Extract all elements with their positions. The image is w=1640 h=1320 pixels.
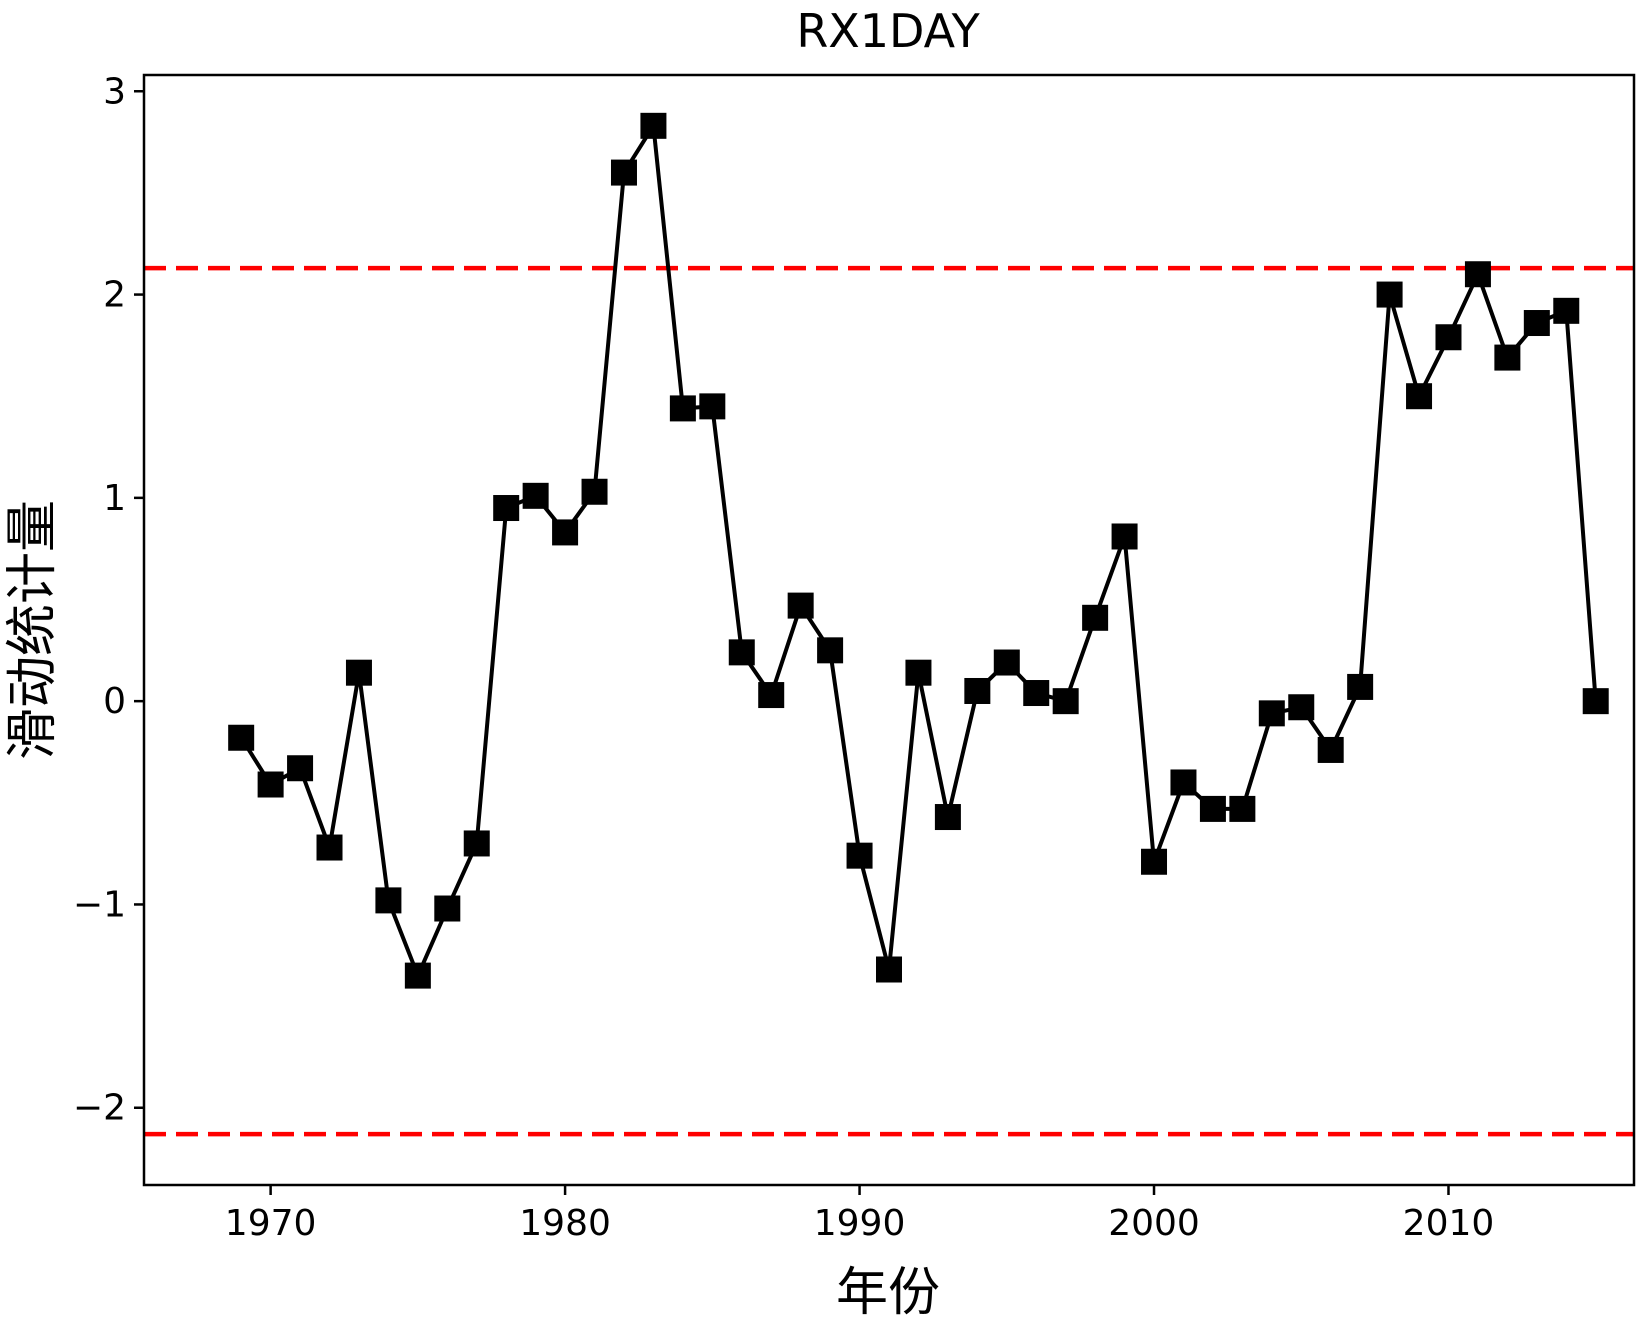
data-point	[1464, 261, 1491, 288]
y-tick-label: 2	[103, 275, 126, 316]
data-point	[1023, 680, 1050, 707]
data-point	[1553, 297, 1580, 324]
data-point	[1376, 281, 1403, 308]
data-point	[964, 677, 991, 704]
data-point	[1494, 344, 1521, 371]
data-point	[257, 771, 284, 798]
data-point	[404, 962, 431, 989]
data-point	[1141, 848, 1168, 875]
y-tick-label: −1	[73, 884, 126, 925]
data-point	[1170, 769, 1197, 796]
data-point	[1435, 324, 1462, 351]
data-point	[1052, 688, 1079, 715]
series-line	[239, 123, 1598, 978]
x-tick-label: 1990	[814, 1203, 906, 1244]
data-point	[610, 159, 637, 186]
data-point	[345, 659, 372, 686]
data-point	[228, 724, 255, 751]
y-tick-label: 0	[103, 681, 126, 722]
data-point	[1347, 673, 1374, 700]
y-tick-label: 1	[103, 478, 126, 519]
y-tick-label: −2	[73, 1088, 126, 1129]
chart-title: RX1DAY	[796, 4, 980, 58]
data-point	[1523, 310, 1550, 337]
data-point	[552, 519, 579, 546]
data-point	[876, 956, 902, 983]
data-point	[1111, 523, 1138, 550]
data-point	[1288, 694, 1315, 721]
data-point	[463, 830, 490, 857]
data-point	[758, 682, 785, 709]
x-tick-label: 1970	[225, 1203, 317, 1244]
data-point	[699, 393, 726, 420]
axis-ticks: 1970 1980 1990 2000 2010 −2 −1 0 1 2 3	[73, 71, 1494, 1244]
x-tick-label: 2010	[1403, 1203, 1495, 1244]
data-point	[934, 804, 961, 831]
data-point	[817, 637, 844, 664]
y-axis-label: 滑动统计量	[3, 500, 63, 760]
data-point	[287, 755, 314, 782]
data-point	[1258, 700, 1285, 727]
x-axis-label: 年份	[836, 1263, 940, 1320]
plot-area	[144, 112, 1634, 1137]
data-point	[493, 495, 520, 522]
plot-frame	[142, 73, 1636, 1187]
data-point	[1229, 795, 1256, 822]
data-point	[846, 842, 873, 869]
data-point	[787, 592, 814, 619]
data-point	[1582, 688, 1609, 715]
data-point	[640, 112, 667, 139]
data-point	[375, 887, 402, 914]
data-point	[1406, 383, 1433, 410]
data-point	[316, 834, 343, 861]
data-point	[728, 639, 755, 666]
data-point	[1317, 736, 1344, 763]
x-tick-label: 2000	[1108, 1203, 1200, 1244]
y-tick-label: 3	[103, 71, 126, 112]
data-point	[993, 649, 1020, 676]
data-point	[1199, 795, 1226, 822]
data-point	[434, 895, 461, 922]
data-point	[669, 395, 696, 422]
data-point	[905, 659, 932, 686]
data-point	[1082, 604, 1109, 631]
data-point	[581, 478, 608, 505]
data-point	[522, 482, 549, 509]
x-tick-label: 1980	[519, 1203, 611, 1244]
